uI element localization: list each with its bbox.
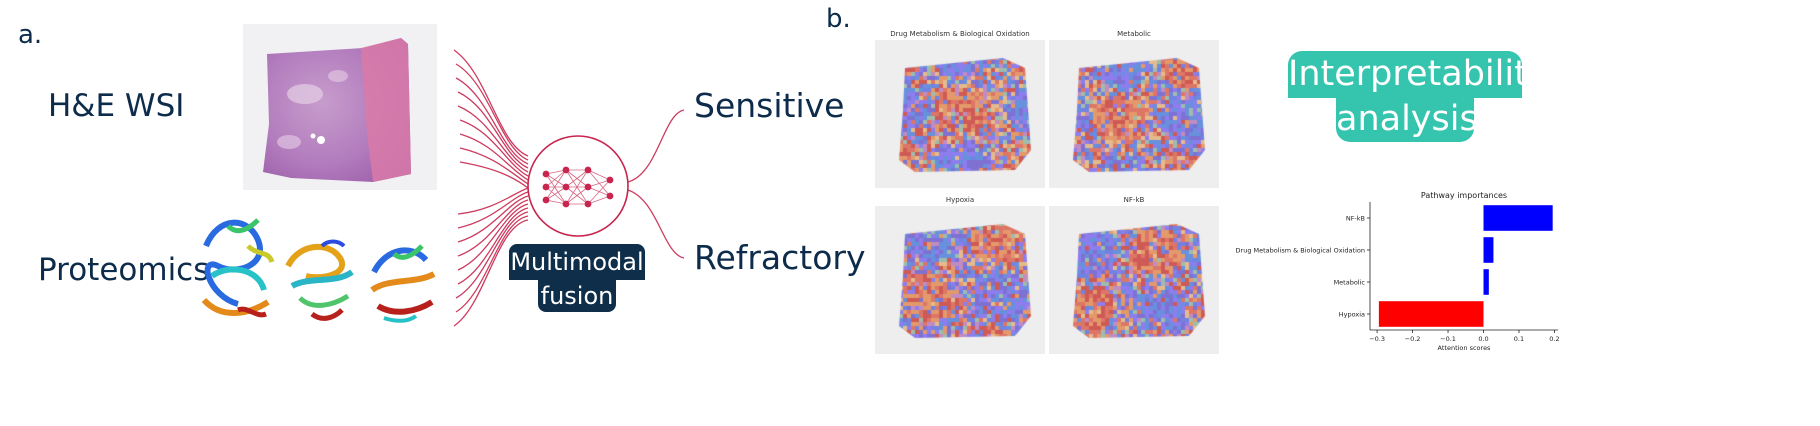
protein-structure-1 <box>201 218 275 318</box>
pathway-importances-chart: Pathway importances NF-kB Drug Metabolism … <box>1236 191 1560 352</box>
heatmap-canvas <box>875 40 1045 188</box>
fusion-label-line2: fusion <box>540 282 614 310</box>
heatmap-canvas <box>1049 40 1219 188</box>
x-tick-label: 0.1 <box>1514 335 1524 343</box>
x-tick-label: −0.2 <box>1405 335 1421 343</box>
x-axis-label: Attention scores <box>1438 344 1492 352</box>
interpretability-line1: Interpretability <box>1288 54 1549 94</box>
output-label-sensitive: Sensitive <box>694 86 845 125</box>
attention-map-title: Hypoxia <box>945 196 975 204</box>
chart-title: Pathway importances <box>1421 191 1507 200</box>
y-tick-label: Hypoxia <box>1339 311 1365 319</box>
chart-bar <box>1483 269 1489 295</box>
x-tick-label: −0.1 <box>1440 335 1456 343</box>
fusion-label-line1: Multimodal <box>510 248 644 276</box>
heatmap-canvas <box>1049 206 1219 354</box>
attention-map-1: Drug Metabolism & Biological Oxidation <box>875 30 1045 188</box>
attention-map-3: Hypoxia <box>875 196 1045 354</box>
protein-structure-2 <box>285 239 354 321</box>
protein-structure-3 <box>370 244 436 323</box>
panel-b-letter: b. <box>826 4 851 34</box>
modality-label-wsi: H&E WSI <box>48 88 185 124</box>
neural-network-icon <box>542 166 614 208</box>
interpretability-analysis-label: Interpretability <box>1288 51 1549 98</box>
x-tick-label: 0.2 <box>1549 335 1559 343</box>
he-wsi-tissue <box>263 38 411 182</box>
he-wsi-image <box>243 24 437 190</box>
heatmap-canvas <box>875 206 1045 354</box>
panel-a-letter: a. <box>18 20 43 50</box>
output-label-refractory: Refractory <box>694 238 866 277</box>
attention-map-4: NF-kB <box>1049 196 1219 354</box>
attention-map-2: Metabolic <box>1049 30 1219 188</box>
attention-map-title: Drug Metabolism & Biological Oxidation <box>890 30 1030 38</box>
interpretability-line2: analysis <box>1336 99 1478 139</box>
chart-bar <box>1483 237 1494 263</box>
y-tick-label: Metabolic <box>1334 279 1366 287</box>
y-tick-label: NF-kB <box>1346 215 1365 223</box>
chart-bar <box>1483 205 1553 231</box>
x-tick-label: 0.0 <box>1478 335 1488 343</box>
attention-map-title: Metabolic <box>1117 30 1151 38</box>
x-tick-label: −0.3 <box>1369 335 1385 343</box>
y-tick-label: Drug Metabolism & Biological Oxidation <box>1236 247 1365 255</box>
multimodal-fusion-label: Multimodal <box>509 244 645 280</box>
attention-map-title: NF-kB <box>1123 196 1145 204</box>
multimodal-fusion-label-lower: fusion <box>538 278 616 312</box>
modality-label-proteomics: Proteomics <box>38 252 210 288</box>
interpretability-analysis-label-lower: analysis <box>1336 96 1478 142</box>
chart-bar <box>1378 301 1484 327</box>
